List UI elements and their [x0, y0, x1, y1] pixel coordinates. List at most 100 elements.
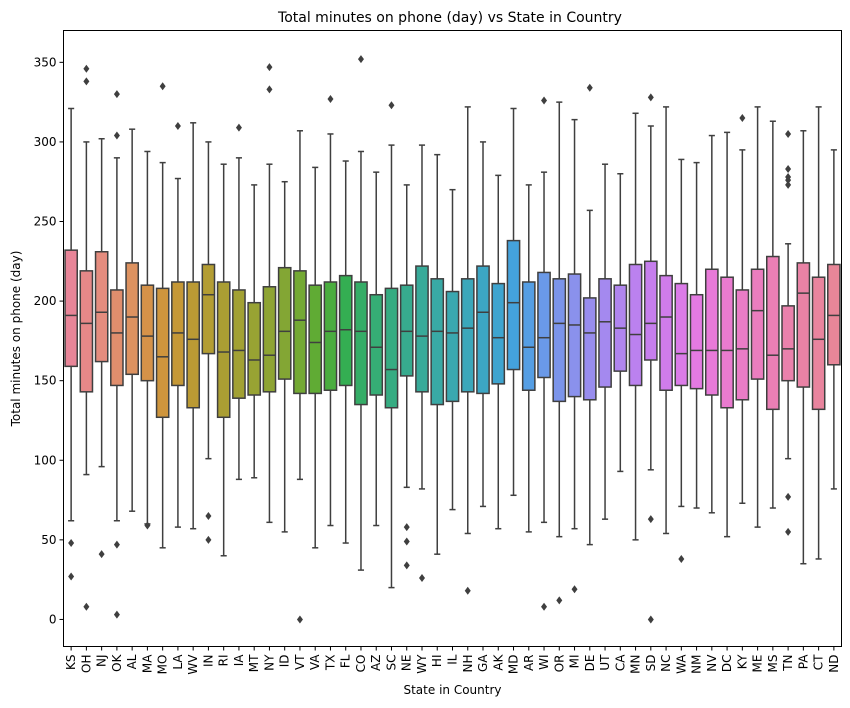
- outlier-marker: [418, 574, 425, 583]
- y-axis-label: Total minutes on phone (day): [9, 251, 23, 428]
- box-nm: [689, 161, 704, 509]
- outlier-marker: [68, 572, 75, 581]
- iqr-box: [399, 284, 414, 377]
- outlier-marker: [113, 610, 120, 619]
- iqr-box: [79, 270, 94, 393]
- outlier-marker: [357, 55, 364, 64]
- y-tick-label: 150: [34, 374, 57, 388]
- box-hi: [430, 153, 445, 555]
- outlier-marker: [144, 521, 151, 530]
- outlier-marker: [83, 77, 90, 86]
- outlier-marker: [403, 523, 410, 532]
- x-tick-label: AL: [125, 654, 139, 669]
- outlier-marker: [266, 85, 273, 94]
- box-tn: [781, 129, 795, 536]
- box-nh: [460, 106, 475, 595]
- box-wy: [415, 144, 429, 583]
- iqr-box: [537, 271, 551, 379]
- box-oh: [79, 64, 94, 611]
- outlier-marker: [266, 63, 273, 72]
- x-tick-label: NV: [705, 654, 719, 672]
- x-axis: KS OH NJ OK AL MA MO LA WV IN RI IA MT NY ID VT VA TX FL CO…: [64, 646, 841, 675]
- box-sc: [384, 101, 399, 589]
- x-axis-label: State in Country: [403, 683, 501, 697]
- box-mn: [628, 112, 643, 541]
- box-ny: [262, 63, 277, 524]
- iqr-box: [232, 289, 246, 399]
- iqr-box: [811, 276, 826, 411]
- iqr-box: [796, 262, 811, 388]
- iqr-box: [689, 293, 704, 390]
- box-ri: [216, 163, 231, 557]
- box-ks: [64, 107, 78, 581]
- box-mi: [567, 118, 582, 594]
- iqr-box: [781, 305, 795, 382]
- outlier-marker: [83, 64, 90, 73]
- x-tick-label: KY: [735, 654, 749, 669]
- iqr-box: [125, 262, 139, 376]
- iqr-box: [354, 281, 368, 406]
- x-tick-label: MN: [629, 655, 643, 674]
- box-nj: [94, 137, 109, 559]
- x-tick-label: IA: [232, 654, 246, 667]
- iqr-box: [338, 274, 353, 387]
- outlier-marker: [235, 123, 242, 132]
- box-co: [354, 55, 368, 571]
- iqr-box: [155, 287, 170, 419]
- outlier-marker: [541, 602, 548, 611]
- outlier-marker: [174, 122, 181, 131]
- outlier-marker: [68, 539, 75, 548]
- y-tick-label: 250: [34, 215, 57, 229]
- outlier-marker: [571, 585, 578, 594]
- x-tick-label: WA: [674, 654, 688, 674]
- iqr-box: [720, 276, 734, 409]
- iqr-box: [598, 278, 612, 388]
- x-tick-label: AK: [491, 653, 505, 670]
- box-vt: [293, 130, 307, 624]
- x-tick-label: IN: [201, 655, 215, 668]
- x-tick-label: NM: [690, 655, 704, 674]
- iqr-box: [476, 265, 490, 395]
- x-tick-label: MT: [247, 654, 261, 672]
- iqr-box: [430, 278, 445, 406]
- box-nd: [827, 149, 841, 490]
- box-ut: [598, 163, 612, 520]
- iqr-box: [277, 266, 292, 380]
- box-ar: [521, 184, 536, 533]
- y-tick-label: 0: [49, 612, 57, 626]
- y-axis: 0 50 100 150 200 250 300 350: [34, 55, 64, 626]
- y-tick-label: 350: [34, 55, 57, 69]
- iqr-box: [704, 268, 719, 396]
- x-tick-label: MS: [766, 655, 780, 673]
- x-tick-label: SD: [644, 655, 658, 672]
- box-wa: [674, 158, 689, 563]
- outlier-marker: [647, 93, 654, 102]
- x-tick-label: DE: [583, 655, 597, 672]
- x-tick-label: ND: [827, 655, 841, 673]
- x-tick-label: NE: [400, 655, 414, 672]
- iqr-box: [521, 281, 536, 391]
- box-al: [125, 128, 139, 512]
- iqr-box: [643, 260, 658, 361]
- iqr-box: [369, 293, 384, 396]
- outlier-marker: [388, 101, 395, 110]
- box-az: [369, 171, 384, 527]
- outlier-marker: [785, 129, 792, 138]
- box-pa: [796, 130, 811, 565]
- box-ma: [140, 150, 155, 530]
- box-ok: [110, 90, 124, 619]
- x-tick-label: FL: [339, 654, 353, 668]
- iqr-box: [491, 282, 506, 385]
- x-tick-label: LA: [171, 654, 185, 670]
- x-tick-label: CA: [613, 654, 627, 671]
- box-ca: [613, 173, 628, 473]
- box-id: [277, 180, 292, 533]
- y-tick-label: 100: [34, 453, 57, 467]
- outlier-marker: [785, 492, 792, 501]
- box-wv: [186, 122, 201, 530]
- outlier-marker: [647, 515, 654, 524]
- box-sd: [643, 93, 658, 624]
- outlier-marker: [541, 96, 548, 105]
- x-tick-label: HI: [430, 655, 444, 668]
